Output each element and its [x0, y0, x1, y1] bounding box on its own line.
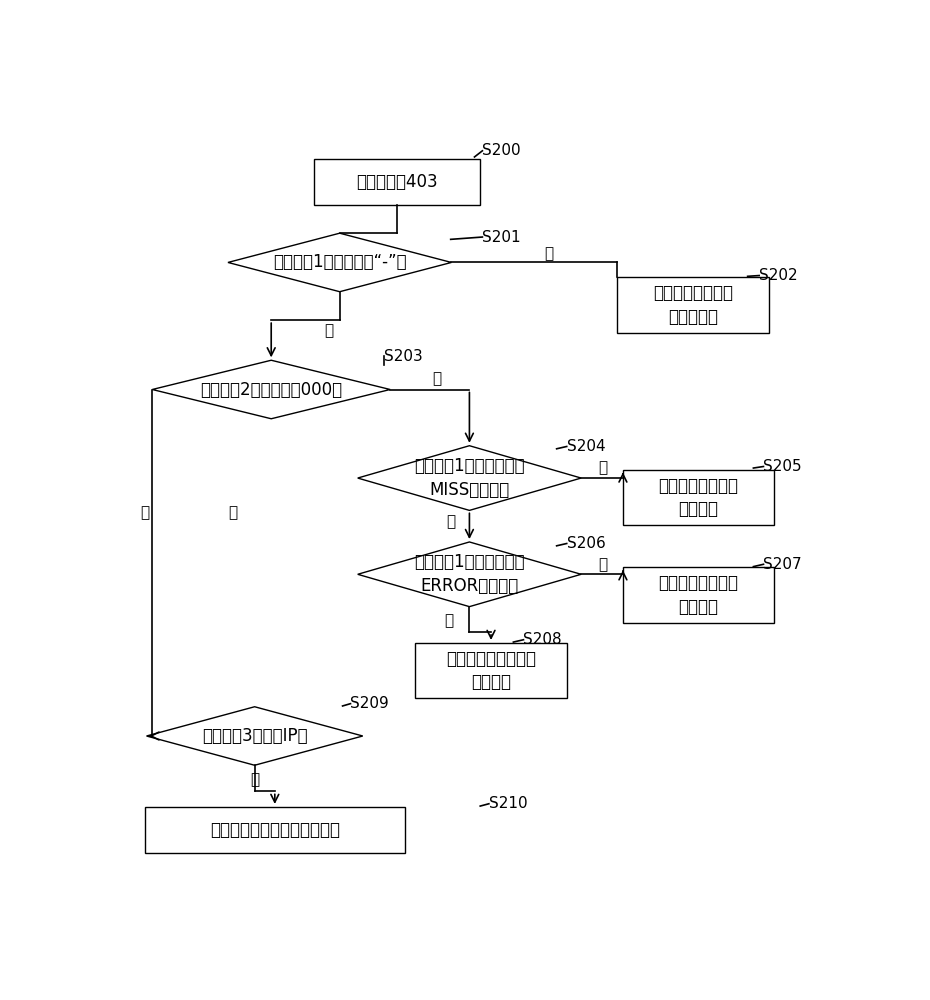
Text: 特征字段3为缓存IP？: 特征字段3为缓存IP？ [202, 727, 308, 745]
Text: S206: S206 [566, 536, 605, 551]
Text: 否: 否 [446, 514, 456, 529]
Text: 特征字段1的字段值包含
MISS缓存码？: 特征字段1的字段值包含 MISS缓存码？ [414, 457, 525, 499]
FancyBboxPatch shape [314, 158, 480, 205]
Text: S209: S209 [351, 696, 390, 711]
Text: 特征字段2的字段值为000？: 特征字段2的字段值为000？ [200, 380, 342, 398]
FancyBboxPatch shape [623, 470, 775, 525]
Text: 否: 否 [445, 613, 454, 628]
Text: 是: 是 [140, 505, 150, 520]
Text: 判定故障原因为节点
缓存导致: 判定故障原因为节点 缓存导致 [446, 650, 536, 691]
Text: S201: S201 [483, 230, 521, 245]
Text: S203: S203 [384, 349, 423, 364]
Text: 错误状态码403: 错误状态码403 [356, 173, 438, 191]
Polygon shape [358, 446, 581, 510]
Text: 否: 否 [229, 505, 237, 520]
Text: 判定故障原因为连
接限制导致: 判定故障原因为连 接限制导致 [653, 284, 733, 326]
Text: 否: 否 [250, 772, 259, 787]
Text: 是: 是 [544, 246, 553, 261]
Text: 判定故障原因为源站错误导致: 判定故障原因为源站错误导致 [210, 821, 339, 839]
Text: 是: 是 [598, 460, 607, 475]
FancyBboxPatch shape [618, 277, 768, 333]
Text: S202: S202 [759, 268, 798, 283]
Text: S205: S205 [764, 459, 802, 474]
FancyBboxPatch shape [145, 807, 405, 853]
FancyBboxPatch shape [623, 567, 775, 623]
Polygon shape [153, 360, 391, 419]
Text: 特征字段1的字段值包含
ERROR缓存码？: 特征字段1的字段值包含 ERROR缓存码？ [414, 554, 525, 595]
Text: S208: S208 [524, 632, 562, 647]
Text: S200: S200 [483, 143, 521, 158]
Text: 是: 是 [432, 371, 442, 386]
Text: 是: 是 [598, 558, 607, 573]
Text: 判定故障原因为防
盗链导致: 判定故障原因为防 盗链导致 [658, 574, 738, 616]
Text: 特征字段1的字段值为“-”？: 特征字段1的字段值为“-”？ [272, 253, 406, 271]
Text: S207: S207 [764, 557, 802, 572]
Text: S210: S210 [489, 796, 527, 811]
FancyBboxPatch shape [416, 643, 566, 698]
Polygon shape [228, 233, 451, 292]
Text: 否: 否 [325, 323, 334, 338]
Text: S204: S204 [566, 439, 605, 454]
Text: 判定故障原因为防
盗链导致: 判定故障原因为防 盗链导致 [658, 477, 738, 518]
Polygon shape [358, 542, 581, 607]
Polygon shape [147, 707, 363, 765]
